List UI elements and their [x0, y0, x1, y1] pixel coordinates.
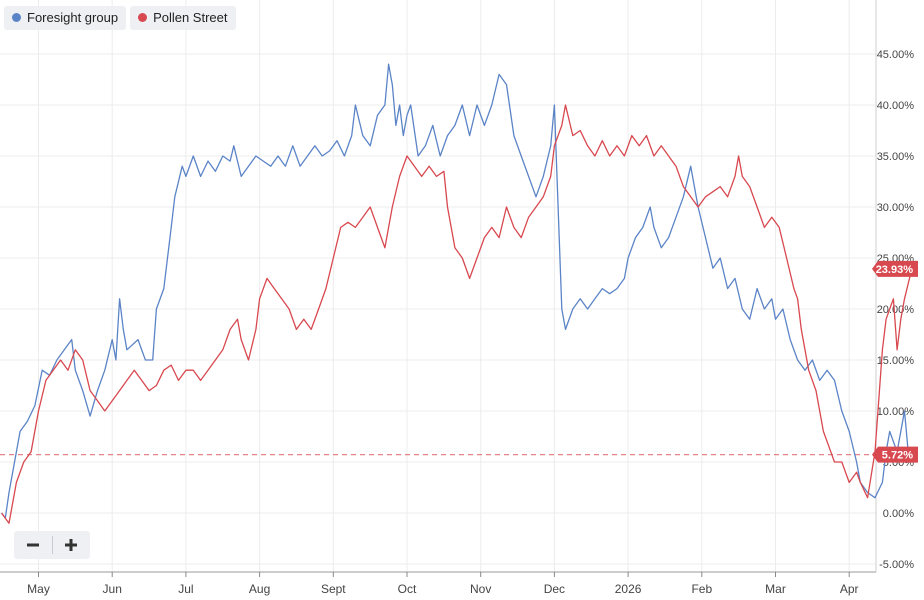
y-tick-label: 20.00% [877, 304, 915, 316]
series-line-pollen-street[interactable] [1, 104, 913, 524]
series-lines [1, 63, 913, 524]
x-tick-label: Sept [321, 582, 346, 596]
x-tick-label: Jun [103, 582, 122, 596]
legend-label: Pollen Street [153, 10, 228, 25]
y-tick-label: 30.00% [877, 202, 915, 214]
zoom-out-button[interactable] [14, 531, 52, 559]
legend-item-foresight-group[interactable]: Foresight group [4, 6, 127, 30]
minus-icon [26, 543, 39, 547]
end-value-label: 5.72% [882, 450, 913, 462]
x-tick-label: Dec [544, 582, 565, 596]
y-tick-label: 10.00% [877, 406, 915, 418]
end-value-label: 23.93% [876, 264, 914, 276]
y-tick-label: 0.00% [883, 508, 914, 520]
end-value-tag: 5.72% [872, 446, 918, 463]
x-tick-label: May [27, 582, 50, 596]
plus-icon [65, 539, 78, 551]
series-dot-icon [12, 13, 21, 22]
y-axis-labels: 45.00%40.00%35.00%30.00%25.00%20.00%15.0… [877, 49, 915, 571]
grid-lines [0, 0, 877, 573]
zoom-divider [51, 536, 53, 554]
legend-item-pollen-street[interactable]: Pollen Street [130, 6, 236, 30]
x-tick-label: Mar [765, 582, 786, 596]
zoom-in-button[interactable] [52, 531, 90, 559]
x-tick-label: Oct [398, 582, 417, 596]
end-value-tag-bg [872, 260, 918, 277]
y-tick-label: 15.00% [877, 355, 915, 367]
series-dot-icon [138, 13, 148, 22]
x-tick-label: Apr [840, 582, 859, 596]
series-line-foresight-group[interactable] [1, 63, 913, 519]
x-tick-label: 2026 [615, 582, 642, 596]
x-tick-label: Jul [178, 582, 193, 596]
end-value-tag-bg [872, 446, 918, 463]
zoom-controls [14, 531, 90, 559]
y-tick-label: -5.00% [879, 559, 914, 571]
x-tick-label: Nov [470, 582, 491, 596]
y-tick-label: 45.00% [877, 49, 915, 61]
legend: Foresight group Pollen Street [4, 6, 236, 30]
y-tick-label: 35.00% [877, 151, 915, 163]
x-tick-label: Feb [691, 582, 712, 596]
end-value-tag: 23.93% [872, 260, 918, 277]
legend-label: Foresight group [27, 10, 119, 25]
end-value-tags: 23.93% 5.72% [872, 260, 918, 463]
x-tick-label: Aug [249, 582, 270, 596]
y-tick-label: 40.00% [877, 100, 915, 112]
x-axis-labels: May Jun Jul Aug Sept Oct Nov Dec 2026 Feb Mar Apr [27, 572, 859, 596]
